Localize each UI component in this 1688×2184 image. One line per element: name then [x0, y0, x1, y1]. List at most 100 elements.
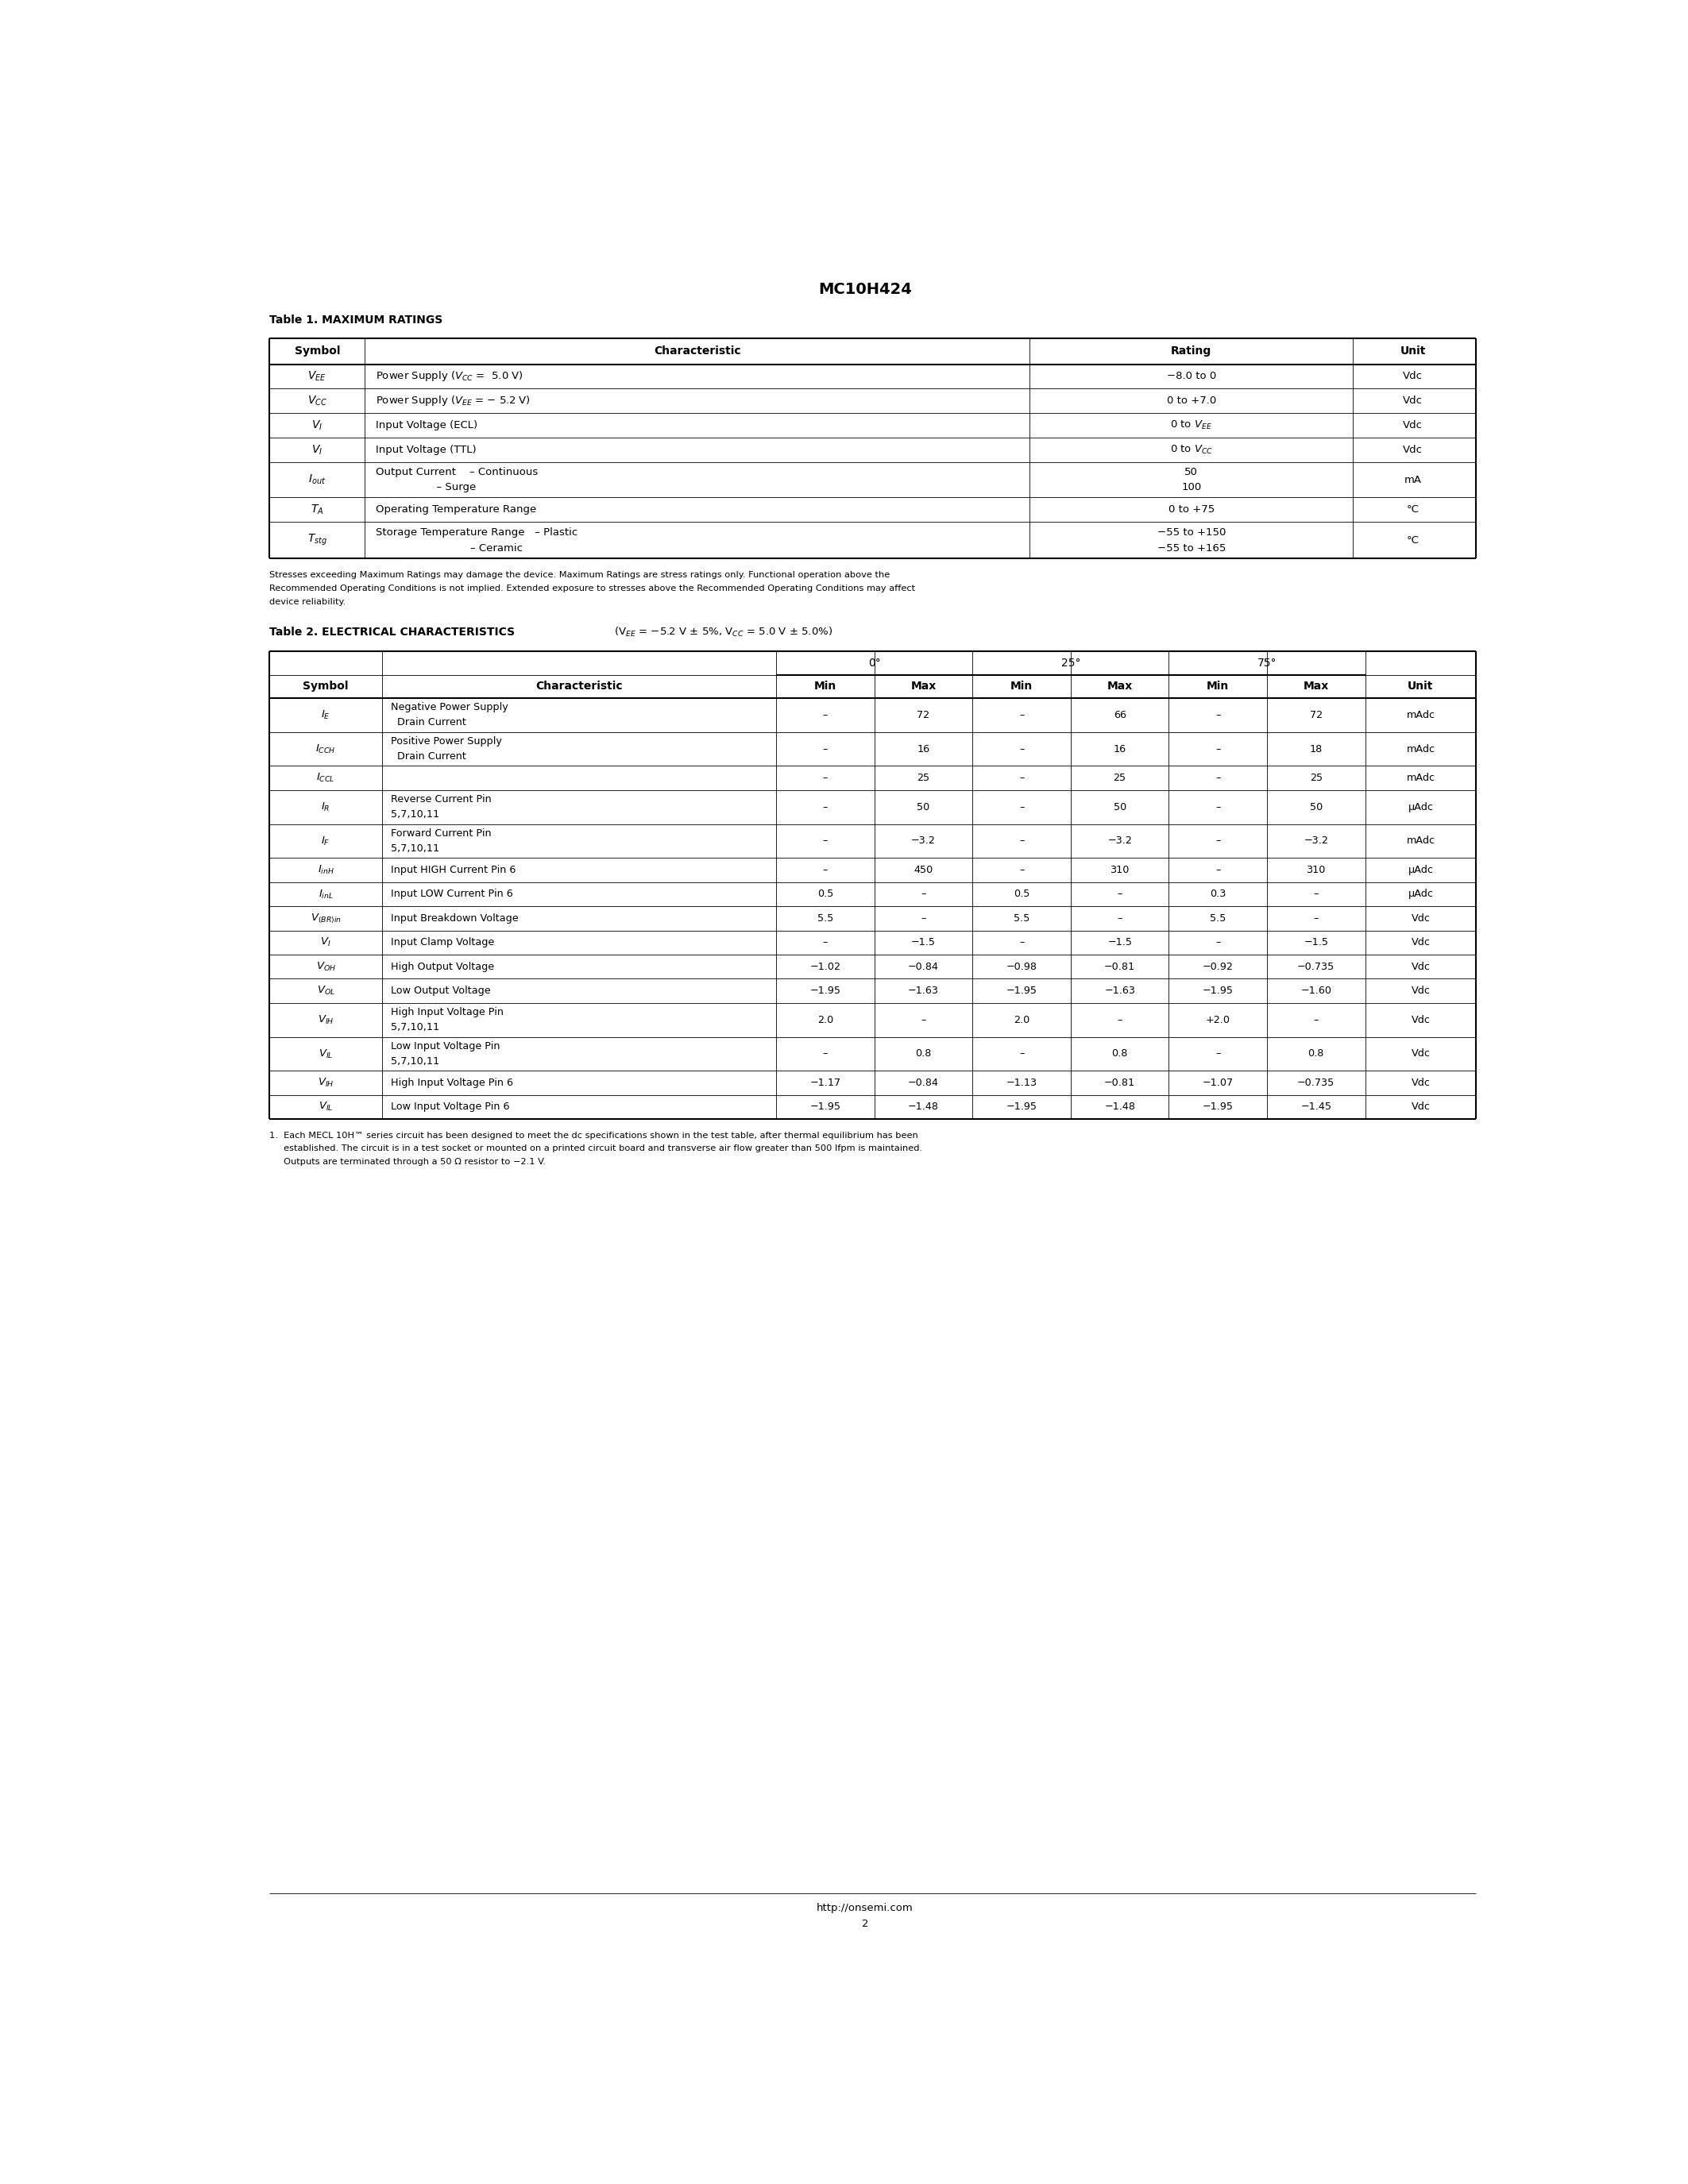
- Text: Operating Temperature Range: Operating Temperature Range: [376, 505, 537, 515]
- Text: $V_{OH}$: $V_{OH}$: [316, 961, 336, 972]
- Text: Vdc: Vdc: [1411, 985, 1430, 996]
- Text: 0.8: 0.8: [915, 1048, 932, 1059]
- Text: −1.95: −1.95: [1202, 985, 1234, 996]
- Text: −1.5: −1.5: [1303, 937, 1328, 948]
- Text: $I_F$: $I_F$: [321, 834, 331, 847]
- Text: −1.48: −1.48: [908, 1103, 939, 1112]
- Text: –: –: [822, 802, 827, 812]
- Text: −1.17: −1.17: [810, 1077, 841, 1088]
- Text: –: –: [822, 710, 827, 721]
- Text: 1.  Each MECL 10H™ series circuit has been designed to meet the dc specification: 1. Each MECL 10H™ series circuit has bee…: [270, 1131, 918, 1140]
- Text: −1.95: −1.95: [1006, 1103, 1036, 1112]
- Text: $I_E$: $I_E$: [321, 710, 331, 721]
- Text: 5,7,10,11: 5,7,10,11: [390, 1022, 439, 1033]
- Text: Input HIGH Current Pin 6: Input HIGH Current Pin 6: [390, 865, 517, 876]
- Text: MC10H424: MC10H424: [819, 282, 912, 297]
- Text: 25: 25: [1114, 773, 1126, 784]
- Text: –: –: [822, 745, 827, 753]
- Text: Unit: Unit: [1399, 345, 1426, 356]
- Text: –: –: [922, 889, 927, 900]
- Text: 5.5: 5.5: [817, 913, 834, 924]
- Text: Input LOW Current Pin 6: Input LOW Current Pin 6: [390, 889, 513, 900]
- Text: Vdc: Vdc: [1403, 419, 1423, 430]
- Text: High Input Voltage Pin: High Input Voltage Pin: [390, 1007, 503, 1018]
- Text: $I_R$: $I_R$: [321, 802, 331, 812]
- Text: 72: 72: [917, 710, 930, 721]
- Text: 50: 50: [1114, 802, 1126, 812]
- Text: 5,7,10,11: 5,7,10,11: [390, 843, 439, 854]
- Text: 50: 50: [917, 802, 930, 812]
- Text: 2.0: 2.0: [1013, 1016, 1030, 1024]
- Text: 25: 25: [917, 773, 930, 784]
- Text: −1.5: −1.5: [912, 937, 935, 948]
- Text: 25°: 25°: [1062, 657, 1080, 668]
- Text: Reverse Current Pin: Reverse Current Pin: [390, 795, 491, 804]
- Text: Max: Max: [1303, 681, 1328, 692]
- Text: Low Output Voltage: Low Output Voltage: [390, 985, 491, 996]
- Text: Negative Power Supply: Negative Power Supply: [390, 703, 508, 712]
- Text: $I_{inL}$: $I_{inL}$: [319, 889, 333, 900]
- Text: −0.81: −0.81: [1104, 1077, 1136, 1088]
- Text: mAdc: mAdc: [1406, 773, 1435, 784]
- Text: 0 to +7.0: 0 to +7.0: [1166, 395, 1215, 406]
- Text: –: –: [1215, 1048, 1220, 1059]
- Text: $V_I$: $V_I$: [312, 419, 322, 432]
- Text: −1.07: −1.07: [1202, 1077, 1234, 1088]
- Text: Vdc: Vdc: [1403, 446, 1423, 454]
- Text: Input Voltage (TTL): Input Voltage (TTL): [376, 446, 476, 454]
- Text: Characteristic: Characteristic: [653, 345, 741, 356]
- Text: (V$_{EE}$ = −5.2 V ± 5%, V$_{CC}$ = 5.0 V ± 5.0%): (V$_{EE}$ = −5.2 V ± 5%, V$_{CC}$ = 5.0 …: [614, 625, 832, 638]
- Text: –: –: [1215, 865, 1220, 876]
- Text: mAdc: mAdc: [1406, 836, 1435, 845]
- Text: $V_{(BR)in}$: $V_{(BR)in}$: [311, 913, 341, 924]
- Text: Recommended Operating Conditions is not implied. Extended exposure to stresses a: Recommended Operating Conditions is not …: [270, 585, 915, 592]
- Text: 100: 100: [1182, 483, 1202, 494]
- Text: −1.45: −1.45: [1300, 1103, 1332, 1112]
- Text: Min: Min: [1207, 681, 1229, 692]
- Text: –: –: [822, 1048, 827, 1059]
- Text: −1.48: −1.48: [1104, 1103, 1136, 1112]
- Text: mAdc: mAdc: [1406, 710, 1435, 721]
- Text: Storage Temperature Range   – Plastic: Storage Temperature Range – Plastic: [376, 526, 577, 537]
- Text: −1.95: −1.95: [1006, 985, 1036, 996]
- Text: –: –: [822, 865, 827, 876]
- Text: 0 to $V_{EE}$: 0 to $V_{EE}$: [1170, 419, 1212, 432]
- Text: 2: 2: [863, 1918, 869, 1928]
- Text: −55 to +150: −55 to +150: [1156, 526, 1225, 537]
- Text: –: –: [1215, 836, 1220, 845]
- Text: $V_{IH}$: $V_{IH}$: [317, 1077, 334, 1090]
- Text: Output Current    – Continuous: Output Current – Continuous: [376, 467, 538, 476]
- Text: Symbol: Symbol: [302, 681, 349, 692]
- Text: –: –: [822, 937, 827, 948]
- Text: $T_{stg}$: $T_{stg}$: [307, 533, 327, 548]
- Text: −1.02: −1.02: [810, 961, 841, 972]
- Text: $I_{inH}$: $I_{inH}$: [317, 865, 334, 876]
- Text: http://onsemi.com: http://onsemi.com: [817, 1902, 913, 1913]
- Text: Symbol: Symbol: [294, 345, 339, 356]
- Text: –: –: [1117, 913, 1123, 924]
- Text: –: –: [1020, 773, 1025, 784]
- Text: −1.5: −1.5: [1107, 937, 1133, 948]
- Text: −3.2: −3.2: [912, 836, 935, 845]
- Text: $V_{IL}$: $V_{IL}$: [319, 1101, 333, 1114]
- Text: −1.95: −1.95: [810, 1103, 841, 1112]
- Text: Vdc: Vdc: [1411, 1016, 1430, 1024]
- Text: –: –: [1215, 710, 1220, 721]
- Text: Rating: Rating: [1171, 345, 1212, 356]
- Text: −0.735: −0.735: [1298, 961, 1335, 972]
- Text: – Surge: – Surge: [376, 483, 476, 494]
- Text: Power Supply ($V_{EE}$ = − 5.2 V): Power Supply ($V_{EE}$ = − 5.2 V): [376, 393, 530, 408]
- Text: Table 2. ELECTRICAL CHARACTERISTICS: Table 2. ELECTRICAL CHARACTERISTICS: [270, 627, 515, 638]
- Text: Min: Min: [814, 681, 837, 692]
- Text: –: –: [1215, 802, 1220, 812]
- Text: Stresses exceeding Maximum Ratings may damage the device. Maximum Ratings are st: Stresses exceeding Maximum Ratings may d…: [270, 570, 890, 579]
- Text: −55 to +165: −55 to +165: [1156, 544, 1225, 553]
- Text: Positive Power Supply: Positive Power Supply: [390, 736, 501, 747]
- Text: −0.81: −0.81: [1104, 961, 1136, 972]
- Text: 16: 16: [917, 745, 930, 753]
- Text: $I_{CCH}$: $I_{CCH}$: [316, 743, 336, 756]
- Text: +2.0: +2.0: [1205, 1016, 1231, 1024]
- Text: −1.63: −1.63: [908, 985, 939, 996]
- Text: $V_{IL}$: $V_{IL}$: [319, 1048, 333, 1059]
- Text: 25: 25: [1310, 773, 1322, 784]
